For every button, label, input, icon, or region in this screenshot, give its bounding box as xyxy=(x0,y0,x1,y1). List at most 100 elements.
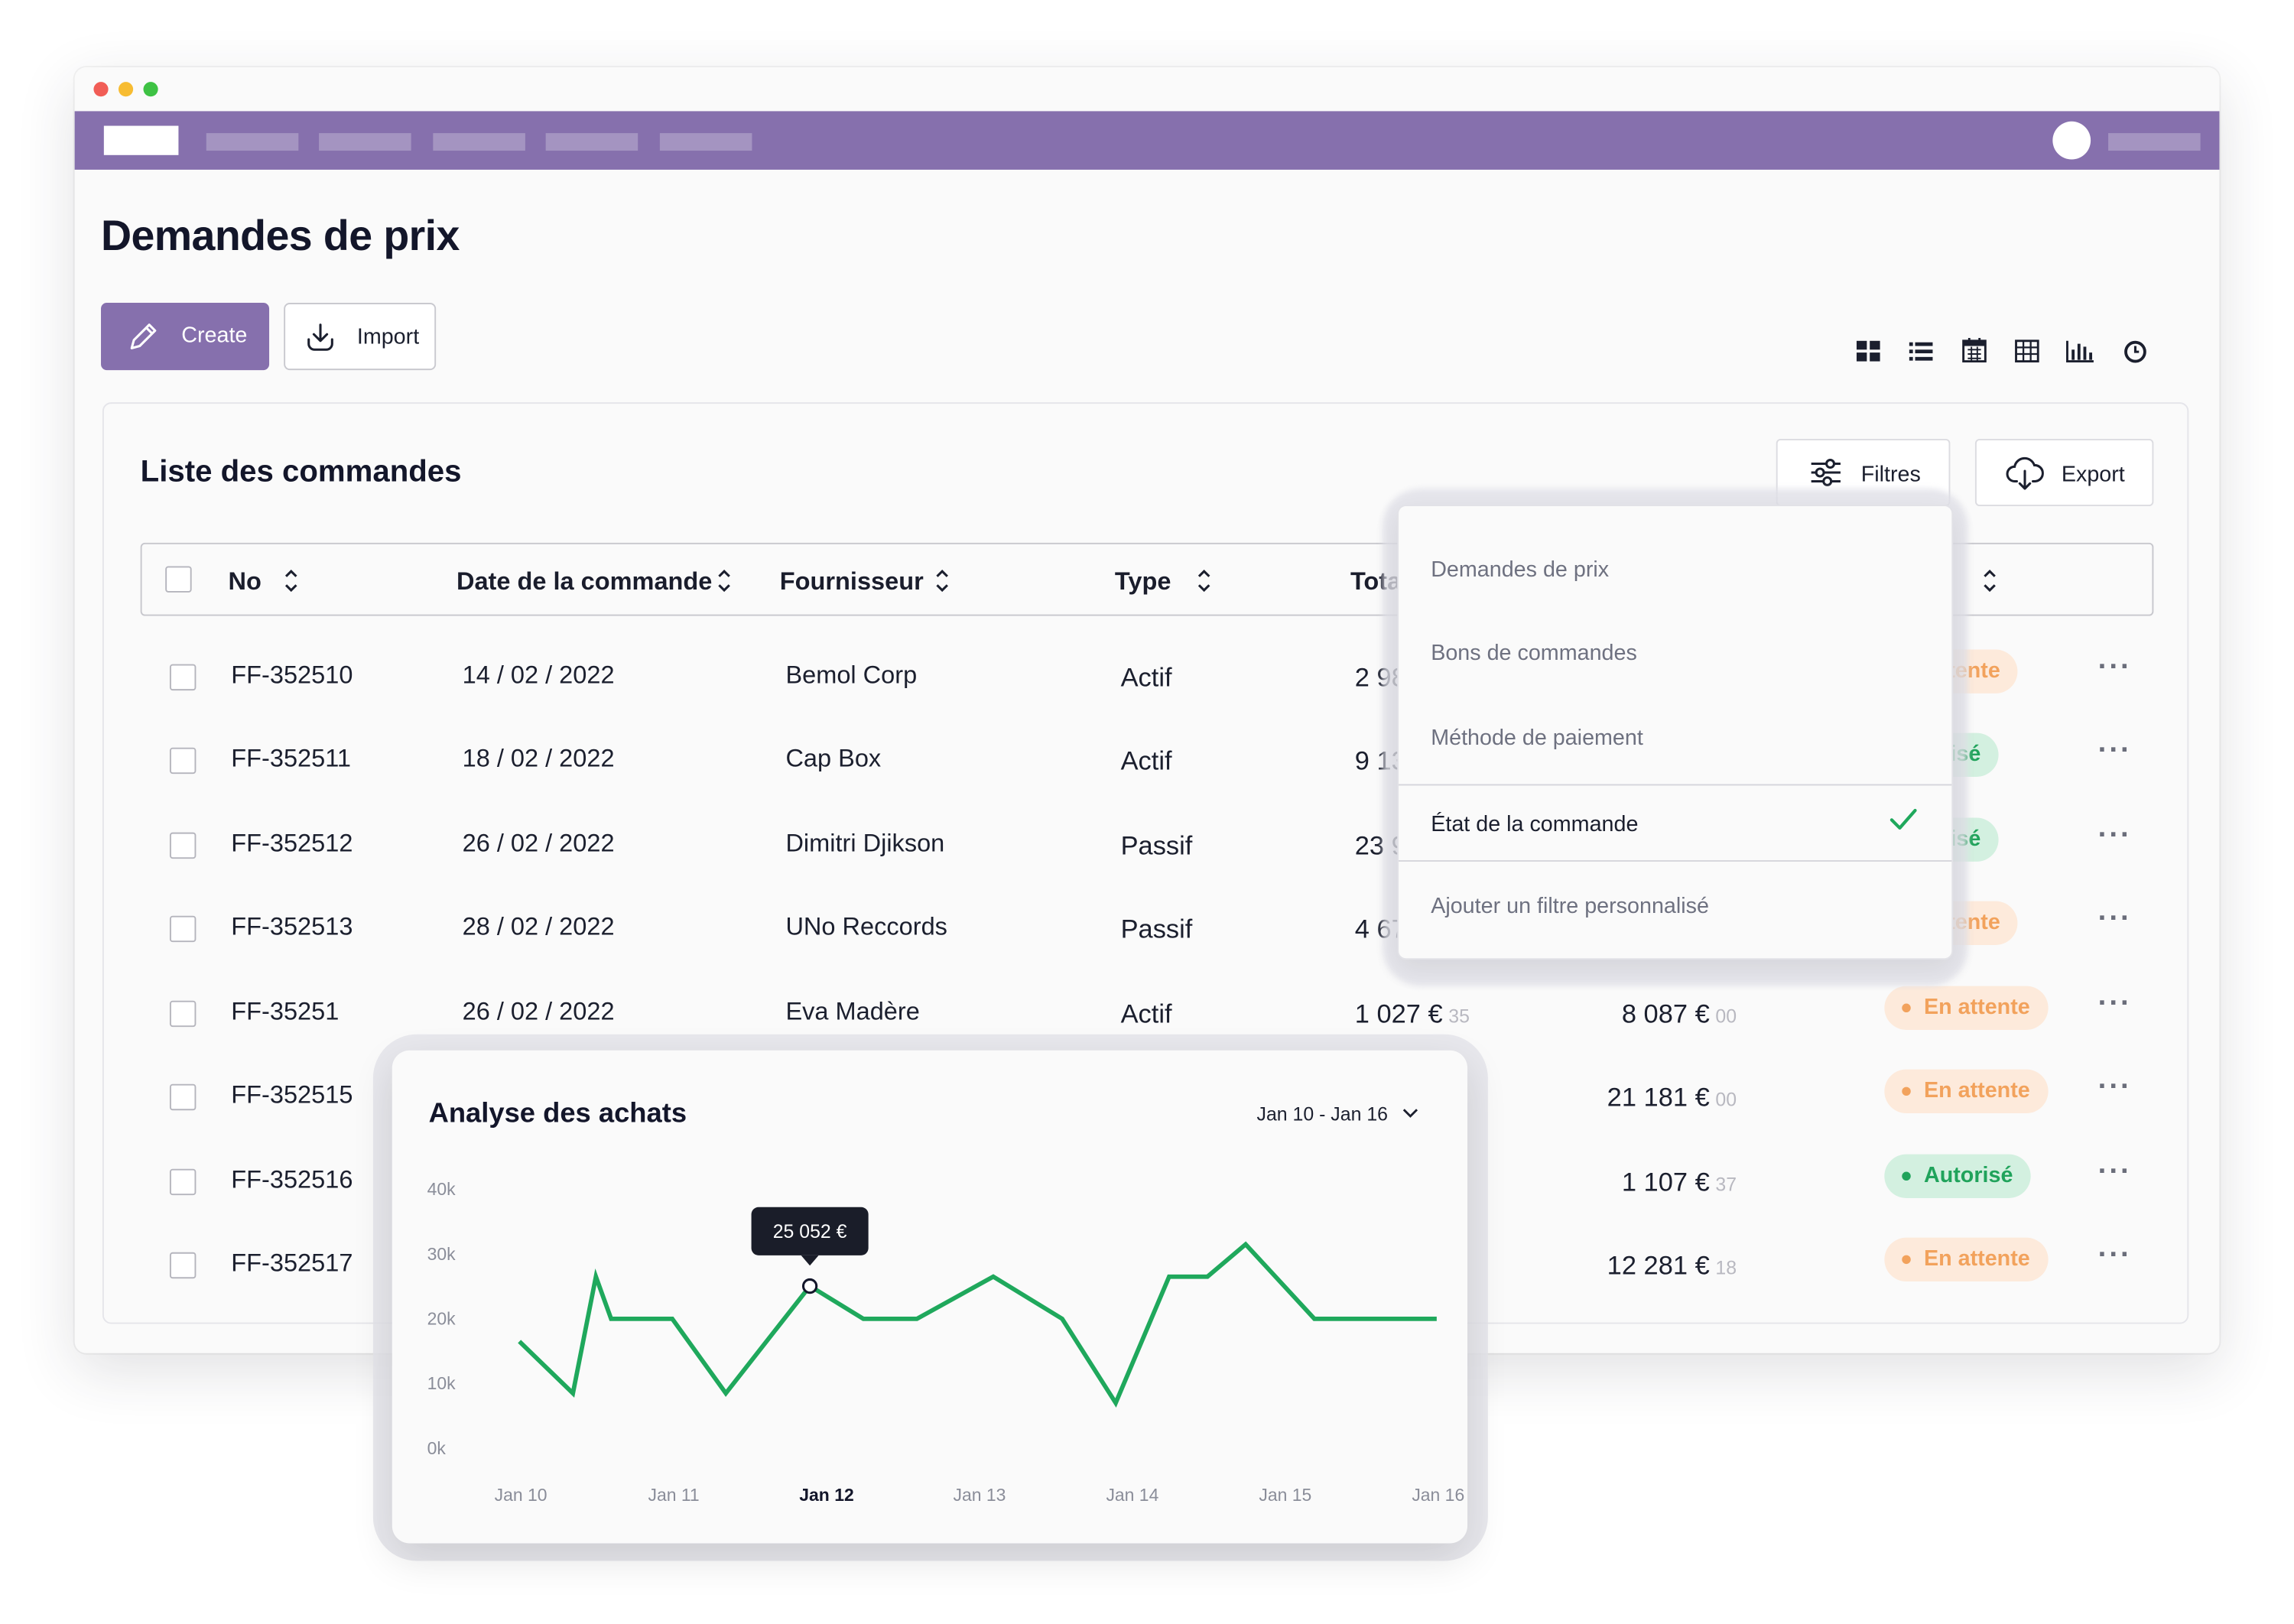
import-button-label: Import xyxy=(356,324,420,350)
y-tick-label: 40k xyxy=(427,1179,457,1199)
amount-cents: 37 xyxy=(1715,1173,1737,1196)
total-value: 1 027 € xyxy=(1354,999,1443,1029)
more-actions-icon[interactable]: ··· xyxy=(2097,987,2132,1020)
filter-option-paiement[interactable]: Méthode de paiement xyxy=(1431,725,1643,751)
select-all-checkbox[interactable] xyxy=(165,566,192,593)
date-range-select[interactable]: Jan 10 - Jan 16 xyxy=(1257,1103,1418,1125)
order-amount: 8 087 €00 xyxy=(1622,999,1737,1030)
filter-option-etat[interactable]: État de la commande xyxy=(1431,811,1639,837)
filters-button-label: Filtres xyxy=(1860,462,1921,488)
order-date: 26 / 02 / 2022 xyxy=(462,829,615,858)
order-type: Actif xyxy=(1120,999,1172,1029)
grid-view-icon[interactable] xyxy=(1855,339,1881,363)
create-button[interactable]: Create xyxy=(101,303,270,371)
column-header-type[interactable]: Type xyxy=(1114,567,1171,596)
order-number: FF-352511 xyxy=(231,744,352,773)
calendar-view-icon[interactable] xyxy=(1962,336,1987,363)
row-checkbox[interactable] xyxy=(169,747,197,775)
row-checkbox[interactable] xyxy=(169,1000,197,1028)
order-date: 28 / 02 / 2022 xyxy=(462,912,615,941)
supplier-name: Cap Box xyxy=(785,744,882,773)
amount-cents: 18 xyxy=(1715,1256,1737,1279)
order-type: Actif xyxy=(1120,745,1172,776)
row-checkbox[interactable] xyxy=(169,1168,197,1196)
purchase-analysis-card: Analyse des achats Jan 10 - Jan 16 0k 10k… xyxy=(392,1050,1468,1544)
more-actions-icon[interactable]: ··· xyxy=(2097,734,2132,767)
row-checkbox[interactable] xyxy=(169,1252,197,1279)
checkmark-icon xyxy=(1889,808,1917,830)
clock-view-icon[interactable] xyxy=(2123,339,2148,365)
column-header-date[interactable]: Date de la commande xyxy=(456,567,713,596)
filter-option-custom[interactable]: Ajouter un filtre personnalisé xyxy=(1431,894,1709,919)
filter-option-bons[interactable]: Bons de commandes xyxy=(1431,641,1637,666)
order-number: FF-352516 xyxy=(231,1165,353,1194)
order-type: Passif xyxy=(1120,914,1193,944)
logo-placeholder[interactable] xyxy=(103,125,179,155)
more-actions-icon[interactable]: ··· xyxy=(2097,651,2132,684)
maximize-window-button[interactable] xyxy=(143,82,158,97)
sort-icon[interactable] xyxy=(1983,567,1997,593)
list-view-icon[interactable] xyxy=(1908,339,1934,363)
more-actions-icon[interactable]: ··· xyxy=(2097,1070,2132,1103)
row-checkbox[interactable] xyxy=(169,915,197,943)
nav-item-placeholder[interactable] xyxy=(545,133,638,151)
status-badge: En attente xyxy=(1884,986,2048,1030)
chevron-down-icon xyxy=(1402,1109,1418,1118)
table-row[interactable]: FF-35251 26 / 02 / 2022 Eva Madère Actif 1 0… xyxy=(104,986,2190,1081)
row-checkbox[interactable] xyxy=(169,832,197,859)
order-date: 14 / 02 / 2022 xyxy=(462,661,615,690)
more-actions-icon[interactable]: ··· xyxy=(2097,902,2132,935)
order-date: 18 / 02 / 2022 xyxy=(462,744,615,773)
sort-icon[interactable] xyxy=(1197,567,1211,593)
more-actions-icon[interactable]: ··· xyxy=(2097,1155,2132,1188)
close-window-button[interactable] xyxy=(93,82,109,97)
download-icon xyxy=(307,323,333,351)
user-name-placeholder[interactable] xyxy=(2108,133,2201,151)
column-header-supplier[interactable]: Fournisseur xyxy=(779,567,924,596)
table-row[interactable]: FF-352517 12 281 €18 En attente ··· xyxy=(104,1237,2190,1333)
table-row[interactable]: FF-352516 1 107 €37 Autorisé ··· xyxy=(104,1154,2190,1249)
x-tick-label: Jan 13 xyxy=(954,1485,1006,1505)
y-tick-label: 0k xyxy=(427,1438,447,1458)
x-tick-label: Jan 16 xyxy=(1412,1485,1464,1505)
row-checkbox[interactable] xyxy=(169,1083,197,1111)
column-header-no[interactable]: No xyxy=(228,567,262,596)
bar-chart-view-icon[interactable] xyxy=(2066,339,2095,363)
top-navbar xyxy=(74,111,2220,170)
y-tick-label: 30k xyxy=(427,1244,457,1264)
export-button[interactable]: Export xyxy=(1974,438,2154,507)
user-avatar[interactable] xyxy=(2052,121,2091,160)
order-total: 1 027 €35 xyxy=(1355,999,1470,1030)
supplier-name: UNo Reccords xyxy=(785,912,947,941)
amount-value: 12 281 € xyxy=(1607,1250,1710,1281)
order-number: FF-352512 xyxy=(231,829,353,858)
import-button[interactable]: Import xyxy=(284,303,437,371)
amount-cents: 00 xyxy=(1715,1088,1737,1111)
filter-option-demandes[interactable]: Demandes de prix xyxy=(1431,557,1610,583)
table-view-icon[interactable] xyxy=(2015,339,2040,363)
order-number: FF-352510 xyxy=(231,661,353,690)
nav-item-placeholder[interactable] xyxy=(659,133,752,151)
nav-item-placeholder[interactable] xyxy=(319,133,411,151)
sort-icon[interactable] xyxy=(935,567,950,593)
amount-cents: 00 xyxy=(1715,1005,1737,1028)
data-point-marker[interactable] xyxy=(801,1278,818,1294)
y-tick-label: 10k xyxy=(427,1373,457,1393)
order-number: FF-35251 xyxy=(231,997,340,1026)
amount-value: 8 087 € xyxy=(1621,999,1710,1029)
sort-icon[interactable] xyxy=(284,567,298,593)
nav-item-placeholder[interactable] xyxy=(206,133,299,151)
window-titlebar xyxy=(74,67,2220,112)
sort-icon[interactable] xyxy=(717,567,732,593)
x-tick-label: Jan 12 xyxy=(799,1485,853,1505)
supplier-name: Eva Madère xyxy=(785,997,920,1026)
more-actions-icon[interactable]: ··· xyxy=(2097,819,2132,852)
more-actions-icon[interactable]: ··· xyxy=(2097,1239,2132,1272)
row-checkbox[interactable] xyxy=(169,664,197,691)
table-row[interactable]: FF-352515 21 181 €00 En attente ··· xyxy=(104,1069,2190,1164)
supplier-name: Dimitri Djikson xyxy=(785,829,945,858)
nav-item-placeholder[interactable] xyxy=(433,133,525,151)
order-type: Actif xyxy=(1120,662,1172,692)
tooltip-box xyxy=(751,1207,869,1255)
minimize-window-button[interactable] xyxy=(118,82,134,97)
